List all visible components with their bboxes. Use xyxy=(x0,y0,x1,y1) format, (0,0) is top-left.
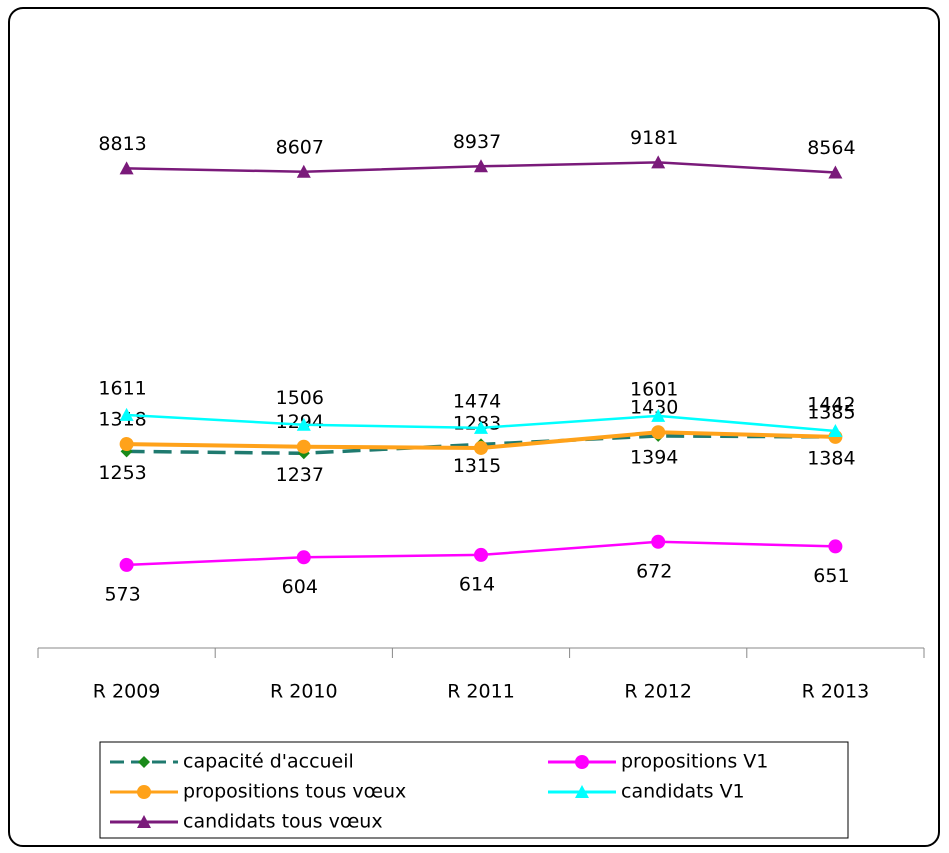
series-marker xyxy=(119,407,134,421)
data-label: 9181 xyxy=(630,127,678,149)
legend-box xyxy=(99,741,849,839)
data-label: 8564 xyxy=(807,137,855,159)
data-label: 1430 xyxy=(630,397,678,419)
legend-label: candidats V1 xyxy=(621,781,745,803)
x-tick-label: R 2013 xyxy=(802,681,870,703)
data-label: 1474 xyxy=(453,390,501,412)
series-marker xyxy=(651,534,666,549)
legend-marker xyxy=(138,756,150,768)
x-tick-label: R 2010 xyxy=(270,681,338,703)
data-label: 1253 xyxy=(98,462,146,484)
data-label: 8813 xyxy=(98,133,146,155)
x-tick-label: R 2012 xyxy=(624,681,692,703)
data-label: 651 xyxy=(813,565,849,587)
data-label: 1384 xyxy=(807,447,855,469)
legend-marker xyxy=(575,785,589,798)
data-label: 1315 xyxy=(453,455,501,477)
data-label: 1601 xyxy=(630,378,678,400)
data-label: 614 xyxy=(459,573,495,595)
legend-label: candidats tous vœux xyxy=(183,811,383,833)
legend-label: propositions V1 xyxy=(621,751,768,773)
series-marker xyxy=(119,437,134,452)
data-label: 1385 xyxy=(807,401,855,423)
data-label: 1294 xyxy=(276,411,324,433)
series-marker xyxy=(474,547,488,562)
series-marker xyxy=(296,164,311,178)
data-label: 573 xyxy=(104,583,140,605)
series-marker xyxy=(651,425,666,440)
series-marker xyxy=(119,161,134,175)
x-tick-label: R 2011 xyxy=(447,681,515,703)
series-marker xyxy=(119,557,134,572)
data-label: 1611 xyxy=(98,377,146,399)
legend-label: capacité d'accueil xyxy=(183,751,354,773)
data-label: 1237 xyxy=(276,464,324,486)
series-marker xyxy=(296,550,311,565)
data-label: 604 xyxy=(282,576,318,598)
series-marker xyxy=(474,440,488,455)
series-marker xyxy=(828,424,843,438)
data-label: 1506 xyxy=(276,387,324,409)
legend-marker xyxy=(137,815,151,828)
legend-label: propositions tous vœux xyxy=(183,781,406,803)
data-label: 672 xyxy=(636,560,672,582)
series-marker xyxy=(828,539,843,554)
data-label: 1283 xyxy=(453,412,501,434)
data-label: 1442 xyxy=(807,394,855,416)
series-marker xyxy=(651,408,666,422)
data-label: 8937 xyxy=(453,131,501,153)
series-marker xyxy=(828,165,843,179)
data-label: 1394 xyxy=(630,446,678,468)
series-marker xyxy=(296,439,311,454)
data-label: 8607 xyxy=(276,136,324,158)
series-marker xyxy=(474,159,488,173)
series-marker xyxy=(474,420,488,434)
legend-marker xyxy=(575,755,589,769)
x-tick-label: R 2009 xyxy=(93,681,161,703)
series-marker xyxy=(296,417,311,431)
series-marker xyxy=(651,155,666,169)
legend-marker xyxy=(137,785,151,799)
